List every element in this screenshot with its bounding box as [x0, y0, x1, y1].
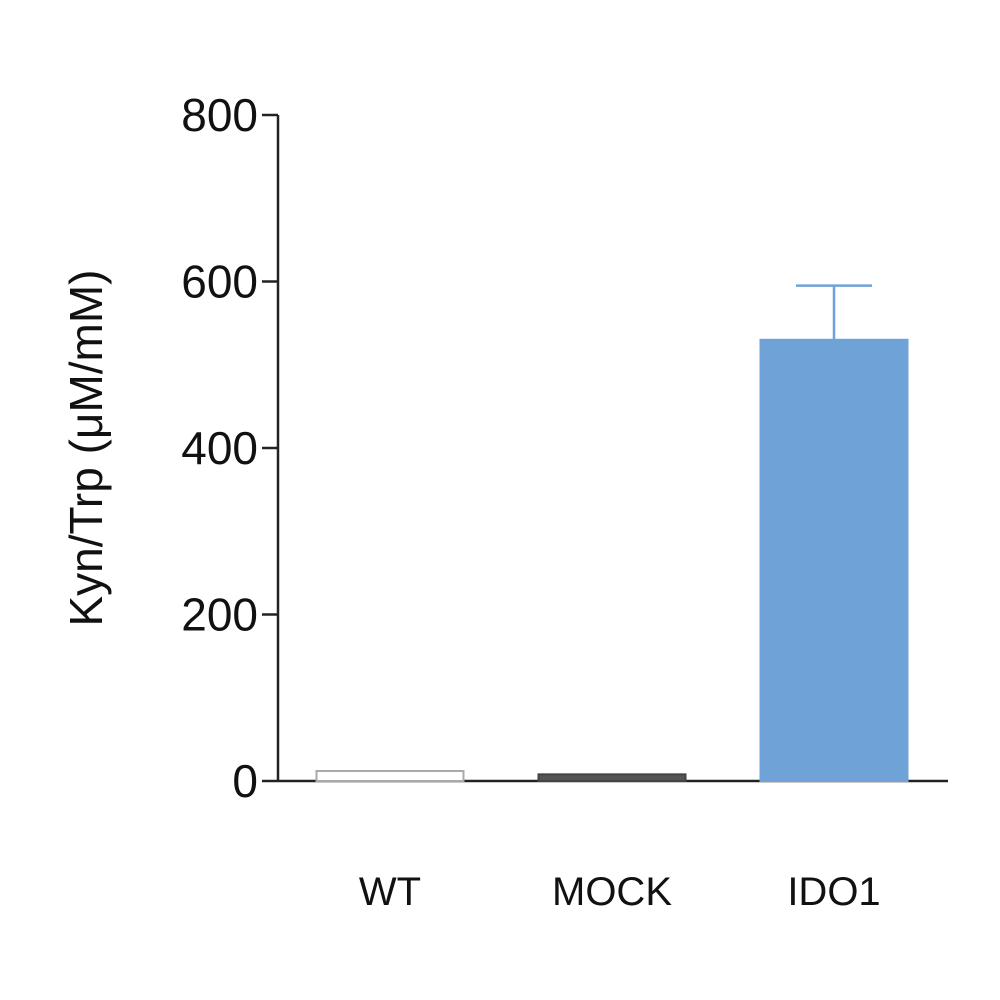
- x-tick-label-ido1: IDO1: [787, 870, 880, 914]
- y-axis-label: Kyn/Trp (μM/mM): [60, 270, 112, 627]
- x-tick-label-wt: WT: [359, 870, 421, 914]
- bar-mock: [537, 773, 687, 783]
- error-bars: [796, 284, 872, 340]
- y-tick-label: 0: [232, 755, 258, 807]
- bars: [315, 338, 909, 783]
- y-tick-label: 200: [181, 589, 258, 641]
- y-tick-label: 600: [181, 256, 258, 308]
- bar-ido1: [759, 338, 909, 782]
- y-tick-label: 800: [181, 89, 258, 141]
- x-tick-labels: WT MOCK IDO1: [359, 870, 881, 914]
- y-ticks: 0 200 400 600 800: [181, 89, 278, 807]
- bar-wt: [315, 770, 465, 783]
- y-tick-label: 400: [181, 422, 258, 474]
- x-tick-label-mock: MOCK: [552, 870, 672, 914]
